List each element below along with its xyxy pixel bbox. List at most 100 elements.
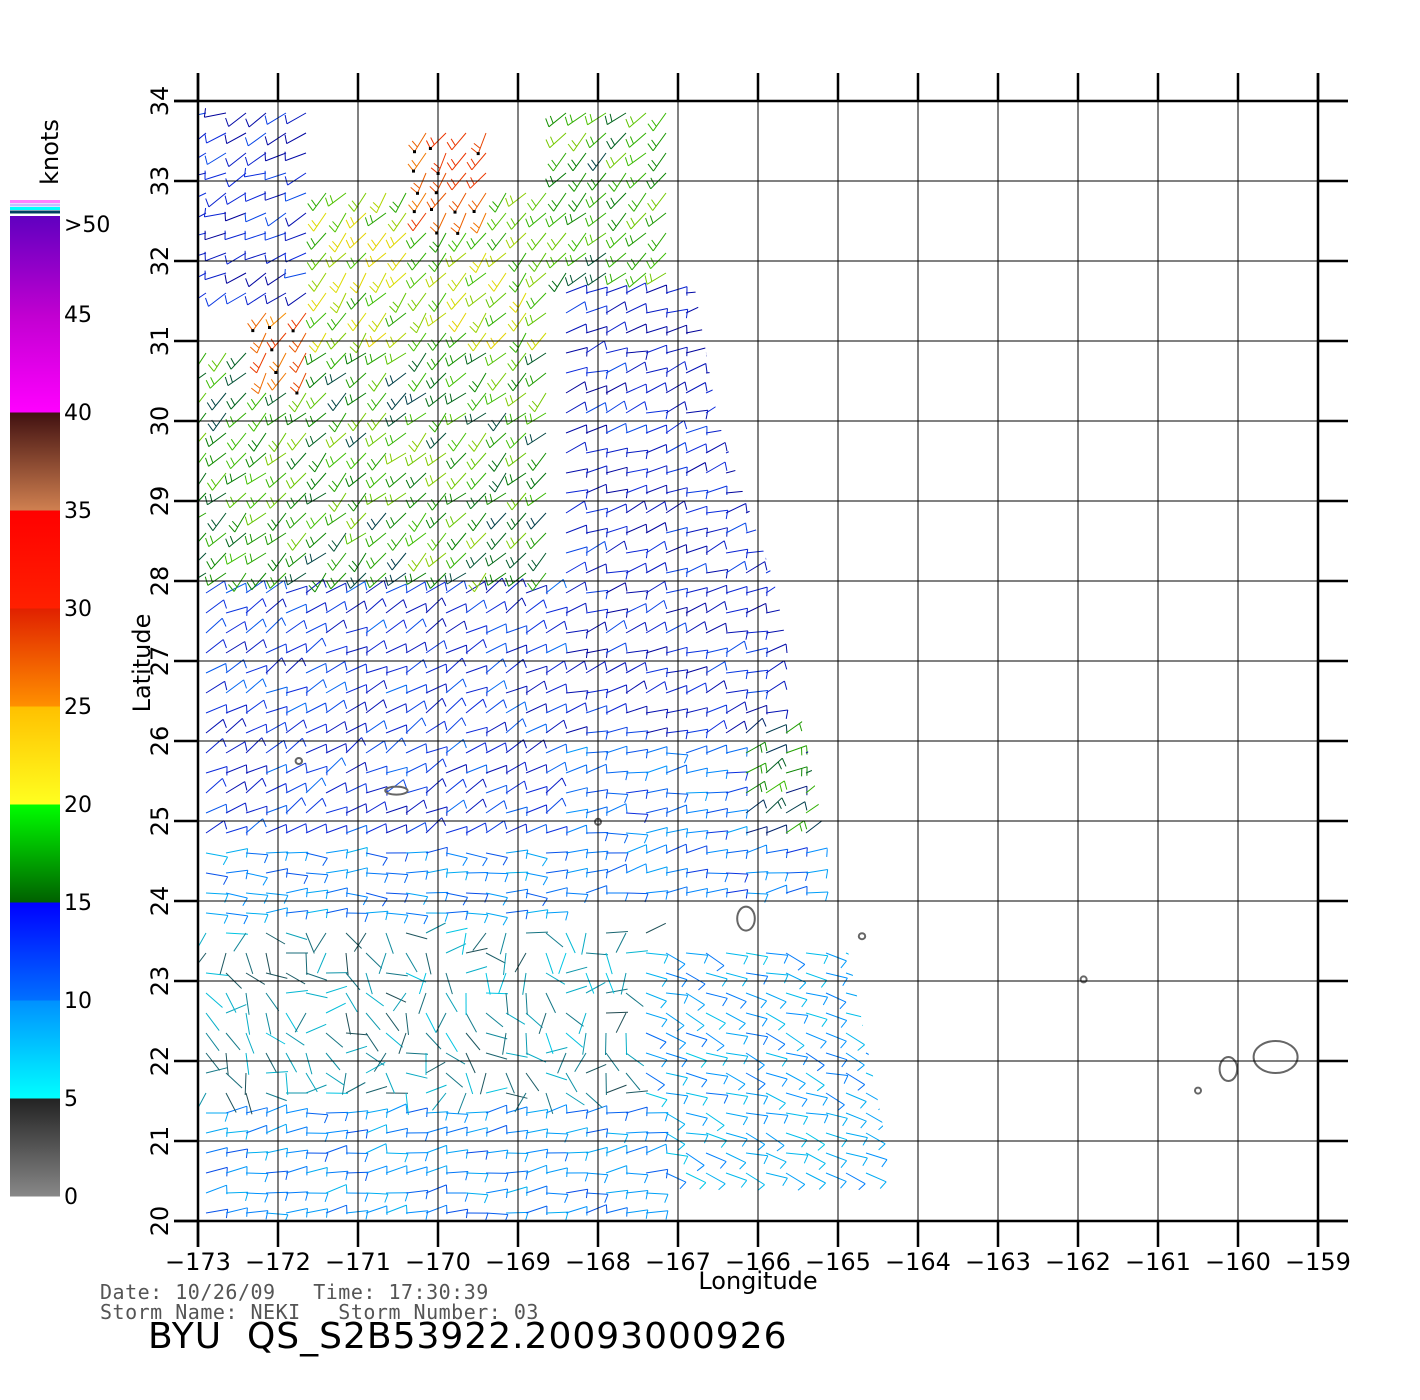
wind-barb (565, 602, 588, 614)
wind-barb (805, 869, 829, 879)
wind-barb (245, 852, 269, 864)
wind-barb (307, 292, 327, 312)
wind-barb (244, 472, 267, 485)
wind-barb (365, 765, 388, 776)
wind-barb (345, 1012, 351, 1035)
wind-barb (627, 192, 647, 212)
wind-barb (705, 1032, 725, 1052)
wind-barb (526, 472, 547, 490)
wind-barb (364, 492, 387, 506)
wind-barb (305, 702, 328, 714)
wind-barb (245, 952, 254, 975)
wind-barb (685, 745, 708, 755)
wind-barb (785, 1172, 806, 1191)
wind-barb (504, 472, 527, 486)
wind-barb (404, 392, 427, 406)
wind-barb (765, 757, 787, 774)
wind-barb (448, 312, 467, 333)
wind-barb (225, 826, 248, 836)
wind-barb (198, 112, 207, 119)
y-tick-label: 29 (146, 486, 174, 517)
colorbar-band (10, 706, 60, 805)
wind-barb (365, 619, 387, 634)
wind-barb (765, 797, 787, 814)
wind-barb (250, 372, 267, 394)
wind-barb (207, 512, 227, 531)
wind-barb (407, 212, 427, 232)
wind-barb (205, 872, 229, 885)
wind-barb (425, 597, 447, 614)
x-tick-label: −169 (485, 1248, 551, 1276)
wind-barb (324, 372, 347, 386)
wind-barb (385, 703, 408, 714)
colorbar-band (10, 314, 60, 413)
wind-barb (805, 847, 828, 857)
wind-barb (547, 152, 567, 172)
wind-barb (545, 1032, 554, 1054)
wind-barb (605, 301, 628, 314)
wind-barb (625, 232, 647, 247)
wind-barb (685, 791, 709, 802)
wind-barb (385, 643, 408, 654)
wind-barb (705, 1052, 728, 1066)
colorbar: 0 5 10 15 20 25 30 35 40 45 >50 (10, 200, 110, 1210)
wind-barb (647, 192, 667, 211)
wind-barb (305, 1167, 328, 1177)
wind-barb (385, 766, 408, 777)
wind-barb (244, 292, 267, 306)
wind-barb (445, 717, 467, 734)
wind-barb (745, 741, 768, 754)
wind-barb (285, 1032, 305, 1046)
wind-barb (507, 312, 527, 332)
wind-barb (205, 852, 229, 866)
wind-barb (294, 1012, 307, 1033)
wind-barb (365, 1192, 389, 1203)
wind-barb (326, 312, 347, 331)
wind-barb (245, 678, 267, 694)
wind-barb (284, 231, 307, 242)
wind-barb (465, 698, 487, 714)
wind-barb (605, 703, 628, 714)
wind-barb (785, 745, 808, 756)
x-tick-label: −164 (885, 1248, 951, 1276)
wind-barb (325, 1032, 344, 1048)
wind-barb (505, 685, 528, 696)
wind-barb (585, 688, 609, 699)
wind-barb (206, 392, 227, 411)
wind-barb (205, 1166, 228, 1177)
wind-barb (285, 1072, 289, 1095)
wind-barb (505, 761, 528, 774)
wind-barb (645, 746, 668, 756)
wind-barb (205, 599, 227, 614)
wind-barb (264, 452, 287, 466)
wind-barb (665, 487, 688, 497)
wind-barb (585, 305, 608, 315)
wind-barb (285, 1012, 298, 1033)
wind-barb (525, 1032, 528, 1056)
wind-barb (527, 192, 547, 211)
wind-barb (425, 1061, 446, 1074)
wind-barb (445, 1149, 469, 1159)
wind-barb (405, 1152, 429, 1162)
wind-barb (665, 401, 688, 414)
wind-barb (665, 308, 689, 319)
wind-barb (225, 679, 247, 694)
wind-barb (425, 720, 448, 734)
wind-barb (605, 232, 627, 249)
wind-barb (825, 1172, 847, 1189)
wind-barb (465, 798, 487, 814)
wind-barb (425, 778, 447, 794)
wind-barb (545, 743, 568, 754)
wind-barb (446, 132, 467, 151)
wind-barb (725, 889, 749, 899)
wind-barb (705, 1072, 729, 1085)
wind-barb (625, 449, 649, 460)
island-outline (857, 932, 867, 941)
wind-barb (205, 432, 227, 447)
wind-barb (585, 1192, 609, 1203)
wind-barb (645, 562, 668, 574)
wind-barb (705, 1112, 725, 1132)
wind-barb (725, 669, 749, 680)
wind-barb (545, 1167, 568, 1177)
wind-barb (605, 726, 628, 737)
